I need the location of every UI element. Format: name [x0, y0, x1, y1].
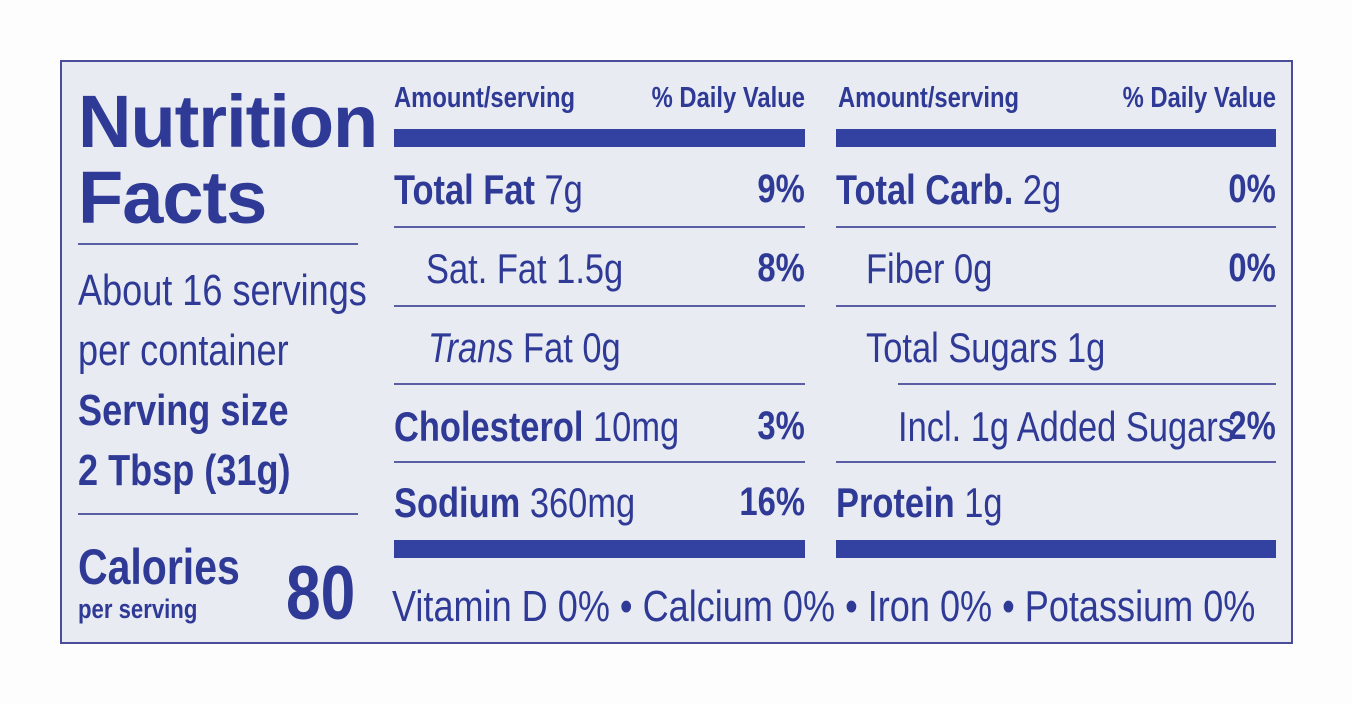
nutrient-amount: 7g — [544, 166, 583, 213]
dv-sodium: 16% — [650, 480, 805, 525]
dv-value: 16% — [739, 480, 805, 524]
dv-sat-fat: 8% — [650, 246, 805, 291]
row-total-sugars: Total Sugars 1g — [866, 323, 1158, 373]
calories-value-text: 80 — [286, 551, 356, 636]
title-facts: Facts — [78, 156, 267, 239]
dv-value: 0% — [1228, 246, 1276, 290]
dv-added-sugars: 2% — [1120, 404, 1276, 449]
calories-label: Calories — [78, 538, 275, 596]
nutrient-name: Protein — [836, 479, 955, 526]
nutrient-amount: 0g — [954, 245, 993, 292]
dv-value: 8% — [757, 246, 805, 290]
dv-value: 0% — [1228, 167, 1276, 211]
nutrient-amount: 2g — [1022, 166, 1062, 213]
nutrient-name-suffix: Fat — [523, 324, 573, 371]
serving-size-value-text: 2 Tbsp (31g) — [78, 446, 291, 495]
row-fiber: Fiber 0g — [866, 244, 1020, 294]
dv-header: % Daily Value — [600, 82, 805, 115]
row-total-fat: Total Fat 7g — [394, 165, 624, 215]
dv-header-right: % Daily Value — [1070, 82, 1276, 115]
dv-header-text: % Daily Value — [1122, 82, 1276, 114]
nutrient-amount: 1g — [1067, 324, 1106, 371]
row-sodium: Sodium 360mg — [394, 478, 688, 528]
calories-value: 80 — [286, 554, 371, 634]
nutrient-name: Cholesterol — [394, 403, 584, 450]
divider — [394, 226, 805, 228]
nutrient-name: Total Fat — [394, 166, 535, 213]
nutrient-name: Sodium — [394, 479, 521, 526]
row-cholesterol: Cholesterol 10mg — [394, 402, 742, 452]
nutrient-name: Incl. 1g Added Sugars — [898, 403, 1235, 450]
row-trans-fat: Trans Fat 0g — [428, 323, 663, 373]
servings-text-2: per container — [78, 326, 289, 375]
footer-text: Vitamin D 0% • Calcium 0% • Iron 0% • Po… — [392, 582, 1256, 631]
divider — [78, 243, 358, 245]
divider — [836, 226, 1276, 228]
divider — [394, 461, 805, 463]
divider — [898, 383, 1276, 385]
dv-value: 9% — [757, 167, 805, 211]
nutrient-name: Trans — [428, 324, 514, 371]
nutrient-name: Fiber — [866, 245, 945, 292]
divider — [836, 305, 1276, 307]
row-total-carb: Total Carb. 2g — [836, 165, 1111, 215]
dv-total-carb: 0% — [1120, 167, 1276, 212]
serving-size-label-text: Serving size — [78, 386, 289, 435]
nutrient-name: Total Carb. — [836, 166, 1014, 213]
divider — [78, 513, 358, 515]
amount-header: Amount/serving — [394, 82, 615, 115]
row-added-sugars: Incl. 1g Added Sugars — [898, 402, 1309, 452]
amount-header-text: Amount/serving — [394, 82, 576, 114]
calories-sub: per serving — [78, 594, 224, 625]
dv-value: 2% — [1228, 404, 1276, 448]
dv-header-text: % Daily Value — [651, 82, 805, 114]
amount-header-right: Amount/serving — [838, 82, 1059, 115]
dv-total-fat: 9% — [650, 167, 805, 212]
row-protein: Protein 1g — [836, 478, 1039, 528]
nutrient-amount: 10mg — [593, 403, 680, 450]
title-nutrition: Nutrition — [78, 80, 378, 163]
serving-size-value: 2 Tbsp (31g) — [78, 446, 337, 496]
thick-bar — [394, 129, 805, 147]
serving-size-label: Serving size — [78, 386, 335, 436]
divider — [836, 461, 1276, 463]
thick-bar — [836, 540, 1276, 558]
divider — [394, 383, 805, 385]
dv-fiber: 0% — [1120, 246, 1276, 291]
thick-bar — [836, 129, 1276, 147]
nutrient-name: Sat. Fat — [426, 245, 547, 292]
nutrient-amount: 0g — [582, 324, 621, 371]
thick-bar — [394, 540, 805, 558]
row-sat-fat: Sat. Fat 1.5g — [426, 244, 666, 294]
servings-text-1: About 16 servings — [78, 266, 367, 315]
amount-header-text: Amount/serving — [838, 82, 1020, 114]
dv-cholesterol: 3% — [650, 404, 805, 449]
calories-label-text: Calories — [78, 539, 240, 595]
servings-per-container-line1: About 16 servings — [78, 266, 430, 316]
divider — [394, 305, 805, 307]
calories-sub-text: per serving — [78, 594, 198, 624]
nutrient-amount: 360mg — [529, 479, 636, 526]
nutrient-amount: 1.5g — [556, 245, 624, 292]
nutrient-name: Total Sugars — [866, 324, 1058, 371]
vitamins-minerals-footer: Vitamin D 0% • Calcium 0% • Iron 0% • Po… — [392, 580, 1352, 634]
dv-value: 3% — [757, 404, 805, 448]
nutrient-amount: 1g — [964, 479, 1003, 526]
servings-per-container-line2: per container — [78, 326, 335, 376]
